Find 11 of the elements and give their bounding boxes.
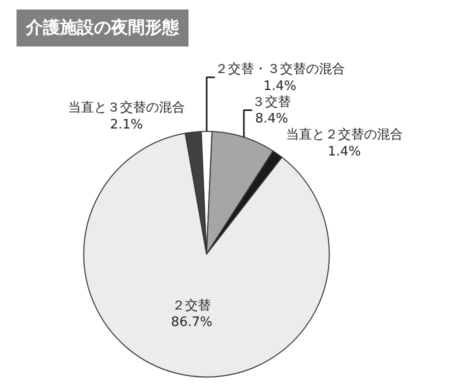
chart-title: 介護施設の夜間形態 <box>25 18 180 38</box>
slice-label: ２交替・３交替の混合 <box>214 60 345 77</box>
data-label: 2.1% <box>110 117 143 132</box>
data-label: 1.4% <box>328 144 361 160</box>
data-label: 8.4% <box>255 112 288 127</box>
slice-label: ２交替 <box>172 297 212 314</box>
data-label: 1.4% <box>263 78 296 94</box>
slice-label: 当直と２交替の混合 <box>286 126 403 143</box>
data-label: 86.7% <box>171 315 212 330</box>
slice-label: 当直と３交替の混合 <box>68 99 185 116</box>
slice-label: ３交替 <box>252 94 292 110</box>
